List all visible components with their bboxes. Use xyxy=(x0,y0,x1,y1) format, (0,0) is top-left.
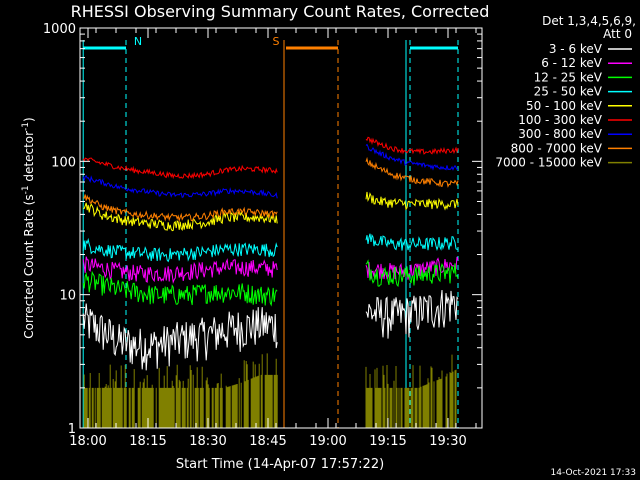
y-tick-label: 10 xyxy=(59,289,76,304)
series-line xyxy=(82,175,278,199)
footer-date: 14-Oct-2021 17:33 xyxy=(551,468,636,478)
x-tick-label: 19:30 xyxy=(429,434,466,449)
x-axis-label: Start Time (14-Apr-07 17:57:22) xyxy=(176,457,384,472)
y-axis-ticks: 1 10 100 1000 xyxy=(43,22,482,437)
y-tick-label: 1000 xyxy=(43,22,76,37)
series-line xyxy=(365,233,459,252)
legend-entry-label: 12 - 25 keV xyxy=(534,70,603,84)
series-line xyxy=(365,143,459,171)
x-tick-label: 18:45 xyxy=(249,434,286,449)
series-line xyxy=(83,194,278,223)
series-6_12keV xyxy=(82,256,459,285)
legend-entry-label: 50 - 100 keV xyxy=(526,99,603,113)
series-line xyxy=(82,157,278,180)
y-axis-label-part2: detector xyxy=(22,131,36,186)
series-line xyxy=(82,270,278,307)
legend-entry-label: 25 - 50 keV xyxy=(534,85,603,99)
legend-entry-label: 100 - 300 keV xyxy=(518,113,602,127)
y-axis-label-part1: Corrected Count Rate (s xyxy=(22,194,36,338)
y-tick-label: 1 xyxy=(68,422,76,437)
x-tick-label: 18:00 xyxy=(69,434,106,449)
series-50_100keV xyxy=(83,191,459,232)
x-tick-label: 18:30 xyxy=(189,434,226,449)
legend-entry-label: 6 - 12 keV xyxy=(541,56,603,70)
x-axis-ticks: 18:00 18:15 18:30 18:45 19:00 19:15 19:30 xyxy=(69,28,477,449)
chart-title: RHESSI Observing Summary Count Rates, Co… xyxy=(71,2,490,21)
flag-label-N: N xyxy=(134,35,142,48)
series-line xyxy=(83,202,278,232)
legend-entry-label: 3 - 6 keV xyxy=(549,42,603,56)
series-line xyxy=(365,136,459,155)
y-tick-label: 100 xyxy=(51,155,76,170)
series-line xyxy=(82,237,278,263)
legend-entry-label: 7000 - 15000 keV xyxy=(495,156,602,170)
plot-frame xyxy=(79,27,483,429)
series-line xyxy=(365,156,459,188)
series-layer xyxy=(82,136,459,428)
series-12_25keV xyxy=(82,259,459,307)
series-100_300keV xyxy=(82,136,459,180)
y-axis-label: Corrected Count Rate (s-1 detector-1) xyxy=(21,117,36,338)
x-tick-label: 19:00 xyxy=(309,434,346,449)
series-line xyxy=(82,256,278,285)
legend-entry-label: 300 - 800 keV xyxy=(518,127,602,141)
series-800_7000keV xyxy=(83,156,459,223)
x-tick-label: 19:15 xyxy=(369,434,406,449)
series-line xyxy=(82,303,278,371)
series-3_6keV xyxy=(82,289,459,371)
y-axis-label-sup2: -1 xyxy=(21,122,31,131)
series-line xyxy=(83,353,278,428)
flag-label-S: S xyxy=(273,35,280,48)
y-axis-label-sup1: -1 xyxy=(21,185,31,194)
series-25_50keV xyxy=(82,233,459,263)
y-axis-label-part3: ) xyxy=(22,117,36,122)
legend-header-line1: Det 1,3,4,5,6,9, xyxy=(542,14,636,28)
series-line xyxy=(365,256,459,280)
legend-header-line2: Att 0 xyxy=(603,27,632,41)
series-7000_15000keV xyxy=(83,353,457,428)
series-line xyxy=(365,259,459,288)
legend-entry-label: 800 - 7000 keV xyxy=(511,141,603,155)
x-tick-label: 18:15 xyxy=(129,434,166,449)
series-line xyxy=(365,289,459,339)
series-line xyxy=(365,191,459,211)
series-line xyxy=(365,354,457,428)
series-300_800keV xyxy=(82,143,459,199)
